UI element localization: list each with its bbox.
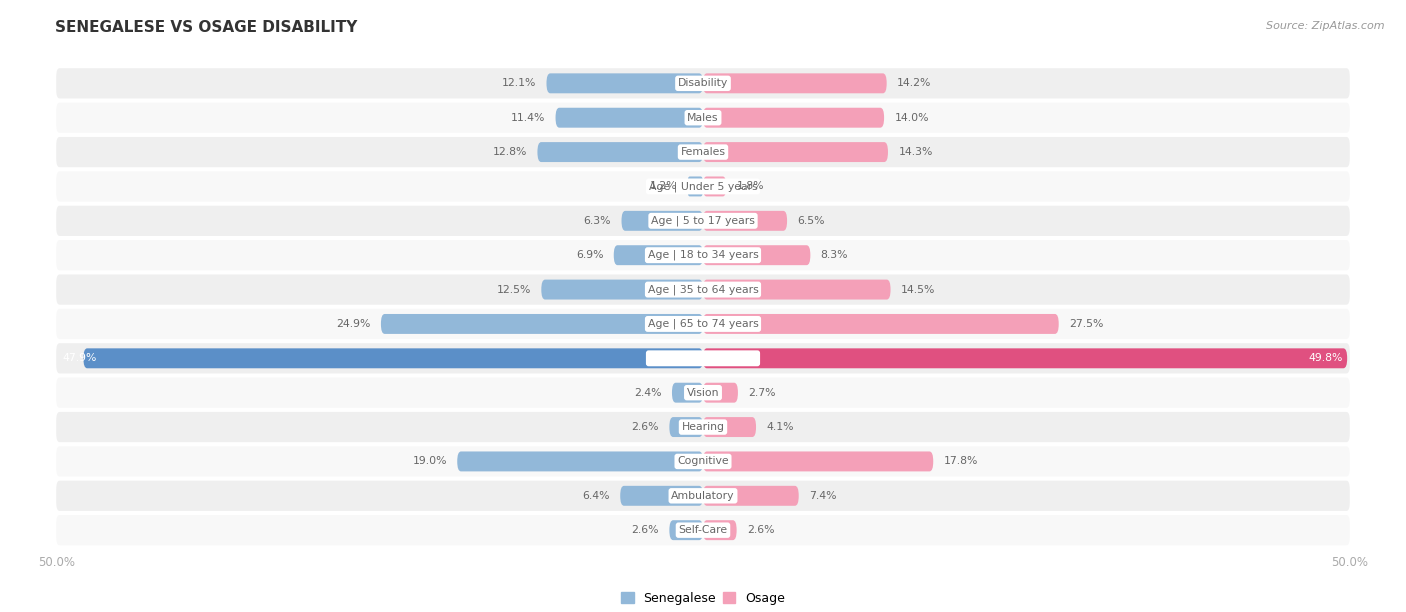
Text: 6.9%: 6.9% [576, 250, 603, 260]
FancyBboxPatch shape [703, 417, 756, 437]
FancyBboxPatch shape [669, 417, 703, 437]
FancyBboxPatch shape [703, 452, 934, 471]
Text: 24.9%: 24.9% [336, 319, 371, 329]
FancyBboxPatch shape [703, 245, 810, 265]
FancyBboxPatch shape [56, 378, 1350, 408]
Text: Age | 65 to 74 years: Age | 65 to 74 years [648, 319, 758, 329]
Text: 6.5%: 6.5% [797, 216, 825, 226]
Text: Cognitive: Cognitive [678, 457, 728, 466]
Text: Source: ZipAtlas.com: Source: ZipAtlas.com [1267, 21, 1385, 31]
FancyBboxPatch shape [703, 108, 884, 128]
Text: Ambulatory: Ambulatory [671, 491, 735, 501]
FancyBboxPatch shape [56, 274, 1350, 305]
FancyBboxPatch shape [703, 520, 737, 540]
Text: 7.4%: 7.4% [808, 491, 837, 501]
FancyBboxPatch shape [703, 348, 1347, 368]
Text: 1.2%: 1.2% [650, 181, 678, 192]
Text: 2.6%: 2.6% [747, 525, 775, 535]
FancyBboxPatch shape [703, 486, 799, 506]
FancyBboxPatch shape [703, 280, 890, 299]
Text: 6.3%: 6.3% [583, 216, 612, 226]
FancyBboxPatch shape [56, 309, 1350, 339]
Text: 8.3%: 8.3% [821, 250, 848, 260]
FancyBboxPatch shape [457, 452, 703, 471]
FancyBboxPatch shape [672, 382, 703, 403]
Text: Vision: Vision [686, 387, 720, 398]
Text: Age | Over 75 years: Age | Over 75 years [648, 353, 758, 364]
Text: 2.6%: 2.6% [631, 422, 659, 432]
FancyBboxPatch shape [688, 176, 703, 196]
Text: 14.0%: 14.0% [894, 113, 929, 122]
Text: Disability: Disability [678, 78, 728, 88]
FancyBboxPatch shape [620, 486, 703, 506]
Legend: Senegalese, Osage: Senegalese, Osage [616, 587, 790, 610]
Text: 14.5%: 14.5% [901, 285, 935, 294]
Text: 2.7%: 2.7% [748, 387, 776, 398]
FancyBboxPatch shape [56, 343, 1350, 373]
FancyBboxPatch shape [537, 142, 703, 162]
Text: 14.3%: 14.3% [898, 147, 932, 157]
Text: Males: Males [688, 113, 718, 122]
Text: 12.8%: 12.8% [492, 147, 527, 157]
FancyBboxPatch shape [381, 314, 703, 334]
FancyBboxPatch shape [83, 348, 703, 368]
Text: 49.8%: 49.8% [1309, 353, 1343, 364]
Text: 14.2%: 14.2% [897, 78, 931, 88]
FancyBboxPatch shape [56, 171, 1350, 201]
FancyBboxPatch shape [56, 103, 1350, 133]
FancyBboxPatch shape [621, 211, 703, 231]
Text: SENEGALESE VS OSAGE DISABILITY: SENEGALESE VS OSAGE DISABILITY [55, 20, 357, 35]
FancyBboxPatch shape [56, 412, 1350, 442]
Text: 47.9%: 47.9% [63, 353, 97, 364]
FancyBboxPatch shape [614, 245, 703, 265]
Text: Females: Females [681, 147, 725, 157]
Text: 19.0%: 19.0% [412, 457, 447, 466]
FancyBboxPatch shape [541, 280, 703, 299]
FancyBboxPatch shape [56, 515, 1350, 545]
Text: 12.5%: 12.5% [496, 285, 531, 294]
FancyBboxPatch shape [703, 176, 727, 196]
Text: 4.1%: 4.1% [766, 422, 794, 432]
FancyBboxPatch shape [56, 68, 1350, 99]
Text: Age | 5 to 17 years: Age | 5 to 17 years [651, 215, 755, 226]
FancyBboxPatch shape [703, 142, 889, 162]
Text: 27.5%: 27.5% [1069, 319, 1104, 329]
FancyBboxPatch shape [703, 211, 787, 231]
FancyBboxPatch shape [703, 382, 738, 403]
Text: 11.4%: 11.4% [510, 113, 546, 122]
FancyBboxPatch shape [56, 240, 1350, 271]
FancyBboxPatch shape [703, 314, 1059, 334]
FancyBboxPatch shape [56, 446, 1350, 477]
Text: Self-Care: Self-Care [679, 525, 727, 535]
Text: Age | 35 to 64 years: Age | 35 to 64 years [648, 285, 758, 295]
FancyBboxPatch shape [56, 137, 1350, 167]
Text: 1.8%: 1.8% [737, 181, 763, 192]
Text: Age | 18 to 34 years: Age | 18 to 34 years [648, 250, 758, 261]
FancyBboxPatch shape [669, 520, 703, 540]
Text: 2.4%: 2.4% [634, 387, 662, 398]
FancyBboxPatch shape [547, 73, 703, 93]
Text: 17.8%: 17.8% [943, 457, 979, 466]
Text: 2.6%: 2.6% [631, 525, 659, 535]
Text: 6.4%: 6.4% [582, 491, 610, 501]
FancyBboxPatch shape [56, 206, 1350, 236]
Text: 12.1%: 12.1% [502, 78, 536, 88]
Text: Age | Under 5 years: Age | Under 5 years [648, 181, 758, 192]
Text: Hearing: Hearing [682, 422, 724, 432]
FancyBboxPatch shape [555, 108, 703, 128]
FancyBboxPatch shape [703, 73, 887, 93]
FancyBboxPatch shape [56, 480, 1350, 511]
